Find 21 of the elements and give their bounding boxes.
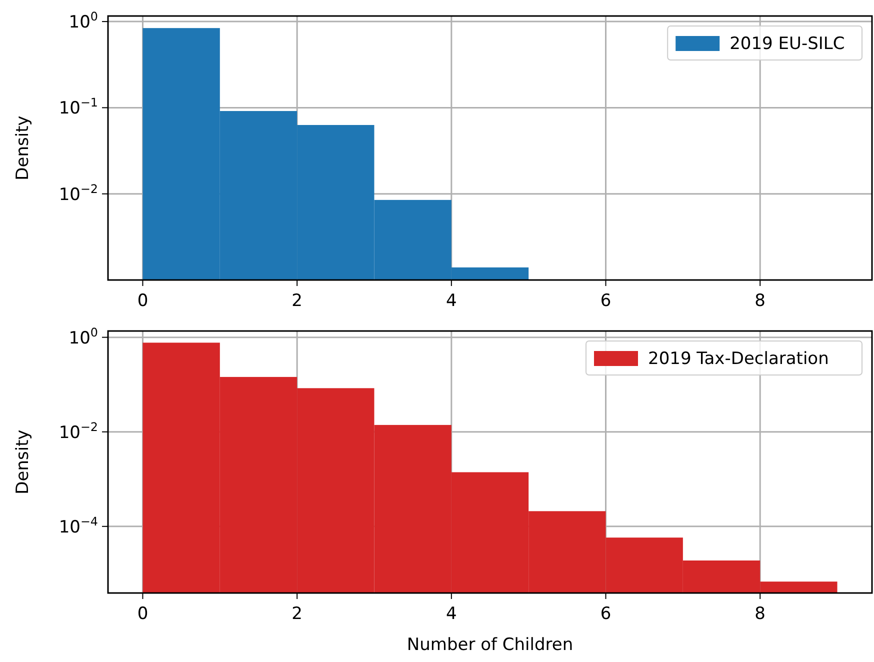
legend-label: 2019 Tax-Declaration bbox=[648, 349, 829, 369]
x-tick-label: 8 bbox=[754, 291, 766, 311]
legend-label: 2019 EU-SILC bbox=[730, 34, 845, 54]
x-axis-title: Number of Children bbox=[406, 635, 574, 655]
y-tick-label: 10$^{−4}$ bbox=[58, 514, 98, 538]
x-tick-label: 2 bbox=[292, 291, 302, 311]
y-tick-label: 10$^{−1}$ bbox=[58, 96, 98, 119]
y-tick-label: 10$^{−2}$ bbox=[58, 420, 98, 443]
x-tick-label: 0 bbox=[137, 291, 148, 311]
x-tick-label: 0 bbox=[137, 604, 148, 624]
y-tick-label: 10$^{−2}$ bbox=[58, 182, 98, 205]
y-axis-title: Density bbox=[13, 116, 33, 180]
x-tick-label: 8 bbox=[754, 604, 766, 624]
x-tick-label: 2 bbox=[292, 604, 302, 624]
y-tick-label: 10$^{0}$ bbox=[68, 10, 98, 33]
x-tick-label: 4 bbox=[446, 604, 457, 624]
y-tick-label: 10$^{0}$ bbox=[68, 325, 98, 348]
x-tick-label: 6 bbox=[600, 291, 612, 311]
y-axis-title: Density bbox=[13, 430, 33, 494]
x-tick-label: 4 bbox=[446, 291, 457, 311]
x-tick-label: 6 bbox=[600, 604, 612, 624]
